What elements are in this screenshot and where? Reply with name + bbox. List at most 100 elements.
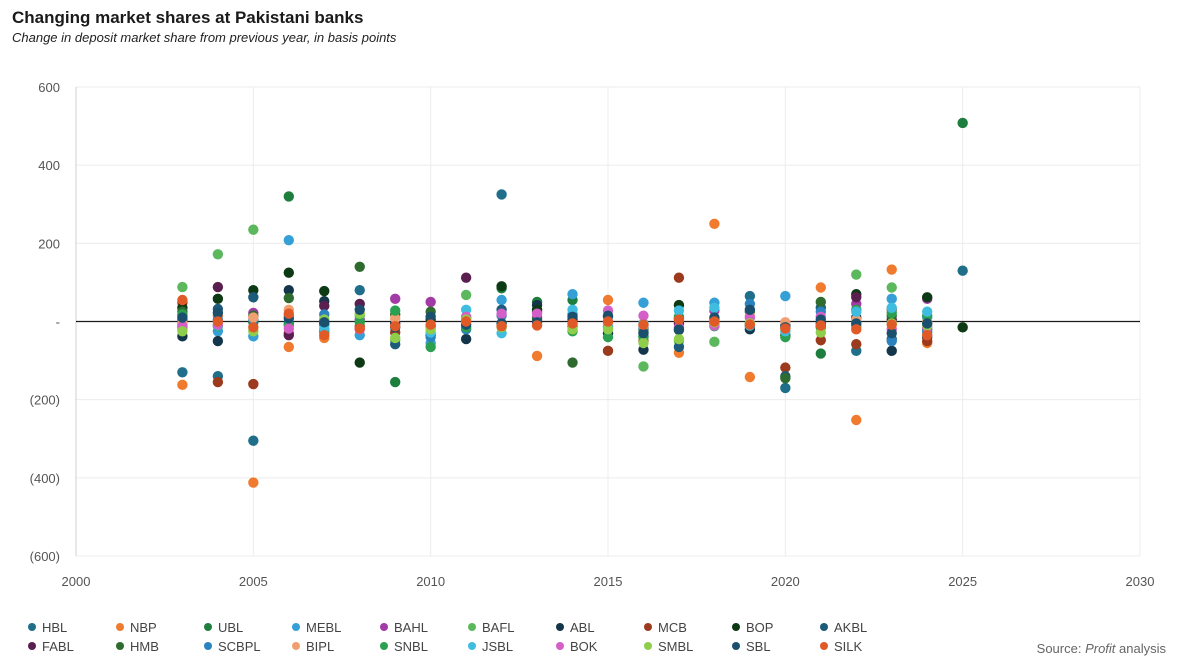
point-nbp bbox=[248, 477, 259, 488]
point-snbl bbox=[602, 331, 614, 343]
point-silk bbox=[496, 320, 507, 332]
legend-marker bbox=[380, 642, 388, 650]
legend-label: AKBL bbox=[834, 620, 868, 635]
point-bipl bbox=[248, 312, 259, 323]
source-prefix: Source: bbox=[1036, 641, 1086, 656]
point-bok bbox=[638, 310, 649, 321]
point-bafl bbox=[851, 269, 862, 280]
point-silk bbox=[319, 329, 330, 341]
legend-marker bbox=[556, 623, 564, 631]
legend-label: SBL bbox=[746, 639, 771, 654]
point-ubl bbox=[815, 348, 826, 359]
point-abl bbox=[460, 333, 472, 345]
point-silk bbox=[460, 316, 472, 327]
legend-marker bbox=[116, 623, 124, 631]
legend-item-abl: ABL bbox=[556, 620, 595, 635]
legend-label: BAHL bbox=[394, 620, 428, 635]
legend-item-sbl: SBL bbox=[732, 639, 771, 654]
point-silk bbox=[212, 316, 224, 327]
point-hbl bbox=[780, 382, 791, 394]
point-nbp bbox=[851, 414, 862, 426]
point-smbl bbox=[602, 324, 614, 335]
point-silk bbox=[673, 314, 685, 325]
point-silk bbox=[567, 318, 578, 329]
point-sbl bbox=[886, 328, 897, 339]
legend-item-scbpl: SCBPL bbox=[204, 639, 261, 654]
legend-label: SCBPL bbox=[218, 639, 261, 654]
point-scbpl bbox=[886, 335, 897, 347]
point-akbl bbox=[248, 292, 259, 303]
y-tick-label: 600 bbox=[38, 80, 60, 95]
point-nbp bbox=[815, 282, 826, 293]
point-abl bbox=[283, 285, 294, 296]
legend-marker bbox=[556, 642, 564, 650]
point-nbp bbox=[886, 264, 897, 275]
point-silk bbox=[815, 320, 826, 331]
point-snbl bbox=[425, 341, 436, 353]
point-hbl bbox=[177, 367, 188, 378]
point-mcb bbox=[602, 345, 614, 357]
point-mebl bbox=[496, 294, 507, 306]
point-bop bbox=[283, 267, 294, 278]
legend-label: FABL bbox=[42, 639, 74, 654]
point-nbp bbox=[602, 294, 614, 306]
point-silk bbox=[638, 319, 649, 330]
legend-marker bbox=[820, 642, 828, 650]
y-tick-label: (200) bbox=[30, 393, 60, 408]
x-tick-label: 2020 bbox=[771, 574, 800, 589]
legend-item-mcb: MCB bbox=[644, 620, 687, 635]
point-mebl bbox=[638, 297, 649, 308]
legend-label: HBL bbox=[42, 620, 68, 635]
legend-item-hmb: HMB bbox=[116, 639, 159, 654]
legend-marker bbox=[468, 642, 476, 650]
point-bop bbox=[354, 357, 365, 368]
legend-marker bbox=[468, 623, 476, 631]
legend-item-snbl: SNBL bbox=[380, 639, 428, 654]
y-tick-label: 200 bbox=[38, 236, 60, 251]
point-jsbl bbox=[673, 305, 685, 316]
legend-label: HMB bbox=[130, 639, 159, 654]
point-sbl bbox=[673, 324, 685, 335]
point-smbl bbox=[177, 326, 188, 337]
y-tick-label: (600) bbox=[30, 549, 60, 564]
legend-item-nbp: NBP bbox=[116, 620, 157, 635]
legend-marker bbox=[292, 642, 300, 650]
point-ubl bbox=[957, 117, 968, 129]
point-hmb bbox=[354, 261, 365, 272]
point-sbl bbox=[354, 304, 365, 315]
point-sbl bbox=[212, 307, 224, 319]
point-sbl bbox=[922, 318, 933, 329]
point-bafl bbox=[177, 281, 188, 293]
point-silk bbox=[283, 308, 294, 319]
point-silk bbox=[709, 316, 720, 327]
point-bafl bbox=[886, 282, 897, 293]
point-smbl bbox=[638, 337, 649, 349]
legend-item-bok: BOK bbox=[556, 639, 597, 654]
legend-item-smbl: SMBL bbox=[644, 639, 693, 654]
legend-label: MEBL bbox=[306, 620, 342, 635]
legend-marker bbox=[116, 642, 124, 650]
point-mebl bbox=[567, 288, 578, 300]
point-nbp bbox=[709, 218, 720, 229]
legend-marker bbox=[292, 623, 300, 631]
point-sbl bbox=[744, 304, 756, 315]
point-mcb bbox=[815, 335, 826, 346]
point-jsbl bbox=[886, 302, 897, 314]
point-hmb bbox=[283, 292, 294, 304]
legend-label: SILK bbox=[834, 639, 863, 654]
point-fabl bbox=[851, 292, 862, 303]
point-hmb bbox=[815, 296, 826, 308]
legend-marker bbox=[732, 623, 740, 631]
point-silk bbox=[354, 323, 365, 334]
point-silk bbox=[851, 324, 862, 335]
point-hbl bbox=[744, 290, 756, 302]
source-note: Source: Profit analysis bbox=[1037, 641, 1166, 656]
point-sbl bbox=[425, 311, 436, 323]
point-silk bbox=[248, 322, 259, 333]
legend-label: BOP bbox=[746, 620, 774, 635]
point-silk bbox=[886, 319, 897, 330]
point-fabl bbox=[319, 300, 330, 312]
point-sbl bbox=[638, 328, 649, 339]
point-bipl bbox=[390, 313, 401, 324]
legend-label: SNBL bbox=[394, 639, 428, 654]
